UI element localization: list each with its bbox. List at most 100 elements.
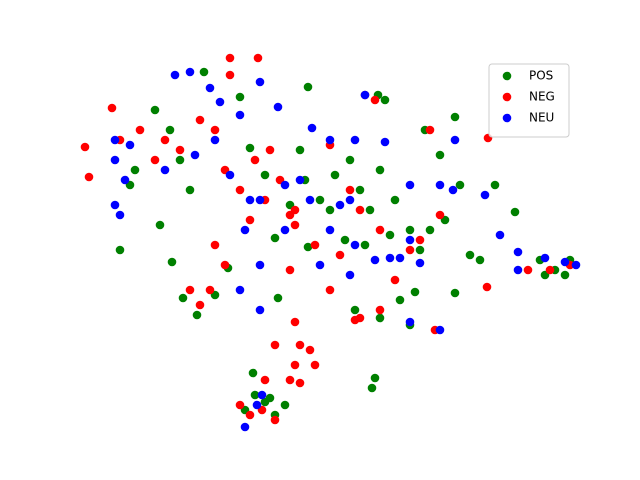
legend-label: NEU	[529, 111, 554, 125]
point	[235, 285, 245, 295]
point	[305, 195, 315, 205]
point	[448, 185, 458, 195]
point	[335, 250, 345, 260]
point	[210, 240, 220, 250]
point	[375, 313, 385, 323]
point	[290, 360, 300, 370]
point	[235, 400, 245, 410]
point	[115, 210, 125, 220]
point	[390, 275, 400, 285]
point	[560, 257, 570, 267]
point	[175, 145, 185, 155]
point	[405, 180, 415, 190]
point	[150, 155, 160, 165]
point	[290, 220, 300, 230]
point	[215, 97, 225, 107]
point	[375, 225, 385, 235]
point	[195, 300, 205, 310]
point	[110, 200, 120, 210]
point	[295, 145, 305, 155]
point	[192, 310, 202, 320]
point	[307, 123, 317, 133]
point	[305, 345, 315, 355]
point	[295, 378, 305, 388]
point	[245, 195, 255, 205]
point	[225, 53, 235, 63]
point	[235, 110, 245, 120]
point	[225, 170, 235, 180]
point	[110, 135, 120, 145]
point	[540, 253, 550, 263]
point	[245, 410, 255, 420]
point	[235, 92, 245, 102]
point	[315, 260, 325, 270]
point	[325, 225, 335, 235]
point	[260, 170, 270, 180]
point	[84, 172, 94, 182]
point	[155, 220, 165, 230]
point	[415, 245, 425, 255]
point	[513, 247, 523, 257]
point	[310, 240, 320, 250]
point	[295, 175, 305, 185]
point	[107, 103, 117, 113]
point	[425, 225, 435, 235]
point	[130, 165, 140, 175]
point	[115, 245, 125, 255]
point	[240, 422, 250, 432]
point	[178, 293, 188, 303]
point	[265, 393, 275, 403]
point	[435, 325, 445, 335]
point	[395, 253, 405, 263]
point	[425, 125, 435, 135]
point	[170, 70, 180, 80]
point	[270, 233, 280, 243]
point	[523, 265, 533, 275]
point	[375, 305, 385, 315]
point	[190, 150, 200, 160]
point	[345, 270, 355, 280]
point	[380, 95, 390, 105]
point	[370, 255, 380, 265]
point	[280, 180, 290, 190]
point	[167, 257, 177, 267]
point	[380, 137, 390, 147]
point	[260, 375, 270, 385]
point	[303, 242, 313, 252]
point	[435, 210, 445, 220]
point	[571, 260, 581, 270]
point	[199, 67, 209, 77]
point	[465, 250, 475, 260]
point	[125, 140, 135, 150]
point	[210, 125, 220, 135]
point	[273, 293, 283, 303]
point	[450, 135, 460, 145]
point	[455, 180, 465, 190]
point	[385, 253, 395, 263]
point	[290, 317, 300, 327]
point	[225, 70, 235, 80]
point	[185, 285, 195, 295]
point	[415, 258, 425, 268]
point	[205, 83, 215, 93]
point	[345, 185, 355, 195]
point	[335, 200, 345, 210]
point	[185, 67, 195, 77]
point	[510, 207, 520, 217]
point	[280, 225, 290, 235]
point	[450, 112, 460, 122]
point	[252, 400, 262, 410]
point	[110, 155, 120, 165]
point	[405, 317, 415, 327]
point	[390, 195, 400, 205]
point	[482, 282, 492, 292]
point	[350, 315, 360, 325]
point	[545, 265, 555, 275]
point	[135, 125, 145, 135]
point	[330, 170, 340, 180]
legend: POS NEG NEU	[488, 63, 570, 138]
point	[245, 215, 255, 225]
point	[350, 305, 360, 315]
point	[160, 135, 170, 145]
